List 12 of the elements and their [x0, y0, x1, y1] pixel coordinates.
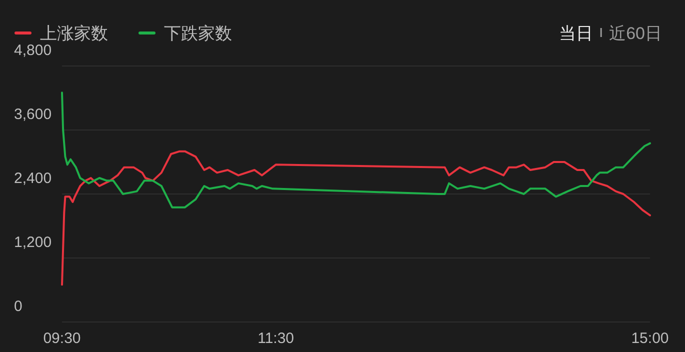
y-tick-label: 1,200: [14, 234, 52, 251]
x-tick-label: 09:30: [43, 330, 81, 347]
y-tick-label: 2,400: [14, 170, 52, 187]
text: 近60日: [609, 24, 662, 43]
x-tick-label: 11:30: [258, 330, 294, 347]
x-tick-label: 15:00: [631, 330, 669, 347]
legend-label: 上涨家数: [40, 24, 108, 43]
y-tick-label: 0: [14, 298, 22, 315]
y-tick-label: 4,800: [14, 42, 52, 59]
y-tick-label: 3,600: [14, 106, 52, 123]
text: 当日: [559, 24, 594, 43]
legend-label: 下跌家数: [164, 24, 232, 43]
